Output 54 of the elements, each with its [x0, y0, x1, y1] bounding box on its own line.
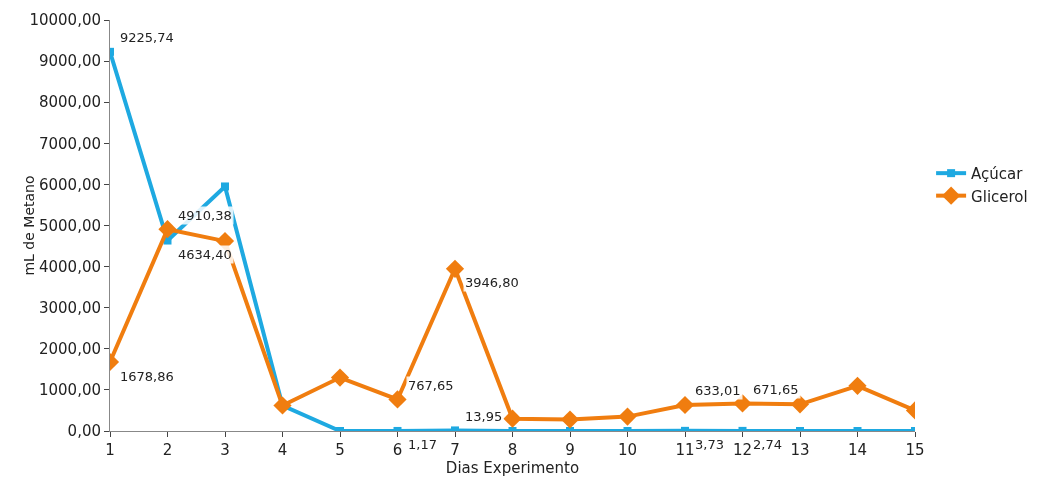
annotation: 2,74 [753, 437, 782, 452]
annotation: 3,73 [695, 437, 724, 452]
x-tick-label: 14 [847, 441, 868, 459]
point [445, 259, 465, 278]
annotation: 3946,80 [465, 275, 519, 290]
x-tick-label: 11 [675, 441, 695, 459]
x-tick-label: 3 [220, 441, 230, 459]
point [221, 182, 229, 191]
point [503, 409, 522, 428]
y-tick-label: 10000,00 [29, 11, 101, 30]
x-tick-label: 9 [565, 441, 575, 459]
point [790, 395, 810, 414]
y-tick-label: 1000,00 [38, 381, 101, 400]
annotation: 767,65 [408, 378, 454, 393]
y-tick-label: 9000,00 [38, 52, 101, 71]
annotation: 9225,74 [120, 30, 174, 45]
point [273, 396, 292, 415]
y-tick-label: 2000,00 [38, 340, 101, 359]
point [560, 410, 580, 429]
point [330, 368, 350, 387]
x-axis-title: Dias Experimento [445, 459, 580, 477]
annotation: 1,17 [408, 437, 437, 452]
legend-label: Glicerol [971, 187, 1028, 206]
point [618, 407, 637, 426]
annotation: 4634,40 [178, 247, 232, 262]
point [675, 395, 695, 415]
x-tick-label: 15 [905, 441, 925, 459]
annotation: 4910,38 [178, 208, 232, 223]
annotation: 633,01 [695, 383, 741, 398]
x-tick-label: 13 [790, 441, 810, 459]
y-tick-label: 5000,00 [38, 216, 101, 235]
x-tick-label: 10 [617, 441, 638, 459]
y-axis-title: mL de Metano [20, 175, 37, 276]
point [388, 390, 407, 409]
x-tick-label: 1 [105, 441, 115, 459]
annotation: 671,65 [753, 382, 799, 397]
annotation: 1678,86 [120, 369, 174, 384]
x-tick-label: 7 [450, 441, 460, 459]
y-tick-label: 6000,00 [38, 175, 101, 194]
x-tick-label: 2 [162, 441, 173, 459]
y-tick-label: 4000,00 [38, 257, 101, 276]
x-tick-label: 8 [507, 441, 518, 459]
y-tick-label: 3000,00 [38, 298, 101, 317]
y-tick-label: 7000,00 [38, 134, 101, 153]
x-tick-label: 12 [732, 441, 753, 459]
x-tick-label: 4 [277, 441, 288, 459]
y-tick-label: 8000,00 [38, 93, 101, 112]
point [158, 220, 177, 239]
x-tick-label: 5 [335, 441, 345, 459]
legend-label: Açúcar [971, 165, 1024, 183]
point [848, 376, 867, 395]
x-tick-label: 6 [392, 441, 403, 459]
annotation: 13,95 [465, 409, 503, 424]
y-tick-label: 0,00 [67, 422, 101, 441]
